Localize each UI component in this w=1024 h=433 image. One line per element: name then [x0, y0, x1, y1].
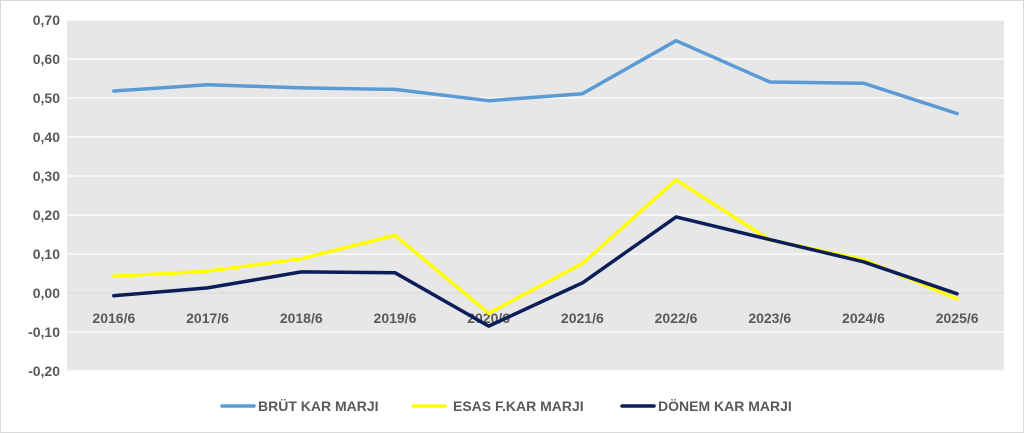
y-tick-label: 0,60 — [33, 51, 60, 67]
series-line-3 — [112, 215, 959, 328]
y-tick-label: 0,20 — [33, 207, 60, 223]
legend-label: ESAS F.KAR MARJI — [453, 398, 584, 414]
legend: BRÜT KAR MARJI ESAS F.KAR MARJI DÖNEM KAR … — [220, 398, 792, 414]
x-tick-label: 2025/6 — [936, 310, 979, 326]
y-tick-label: -0,10 — [28, 324, 60, 340]
plot-area — [67, 20, 1004, 371]
x-tick-label: 2016/6 — [92, 310, 135, 326]
x-tick-label: 2017/6 — [186, 310, 229, 326]
y-tick-label: 0,50 — [33, 90, 60, 106]
y-tick-label: -0,20 — [28, 363, 60, 379]
y-tick-label: 0,30 — [33, 168, 60, 184]
series-lines — [112, 38, 959, 328]
y-tick-label: 0,70 — [33, 12, 60, 28]
gridlines — [67, 19, 1004, 372]
x-tick-label: 2018/6 — [280, 310, 323, 326]
x-axis-ticks: 2016/6 2017/6 2018/6 2019/6 2020/6 2021/6 2022… — [92, 310, 978, 326]
legend-label: BRÜT KAR MARJI — [258, 398, 379, 414]
y-tick-label: 0,10 — [33, 246, 60, 262]
x-tick-label: 2021/6 — [561, 310, 604, 326]
series-line-1 — [112, 38, 959, 116]
y-tick-label: 0,40 — [33, 129, 60, 145]
x-tick-label: 2019/6 — [374, 310, 417, 326]
x-tick-label: 2024/6 — [842, 310, 885, 326]
y-axis-ticks: -0,20 -0,10 0,00 0,10 0,20 0,30 0,40 0,50 0,60 0,… — [28, 12, 60, 379]
x-tick-label: 2022/6 — [655, 310, 698, 326]
x-tick-label: 2023/6 — [748, 310, 791, 326]
y-tick-label: 0,00 — [33, 285, 60, 301]
legend-label: DÖNEM KAR MARJI — [658, 398, 792, 414]
